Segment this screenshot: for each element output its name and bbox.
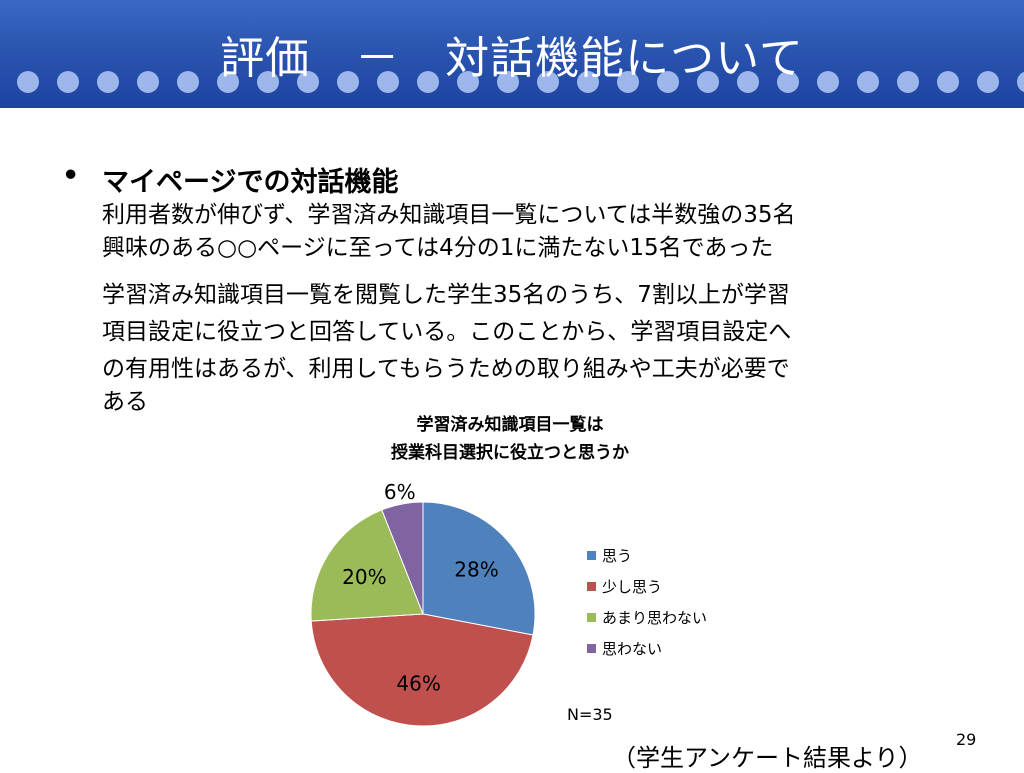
header-dot — [977, 71, 999, 93]
header-dot — [857, 71, 879, 93]
legend-label: 思う — [602, 547, 632, 565]
page-number: 29 — [956, 730, 977, 749]
paragraph-evaluation: 学習済み知識項目一覧を閲覧した学生35名のうち、7割以上が学習 項目設定に役立つ… — [102, 277, 962, 416]
header-dot — [937, 71, 959, 93]
legend-swatch — [587, 551, 596, 560]
text-line: 学習済み知識項目一覧を閲覧した学生35名のうち、7割以上が学習 — [102, 282, 790, 308]
pie-slice — [310, 509, 424, 622]
pie-data-label: 46% — [396, 671, 440, 695]
paragraph-usage: 利用者数が伸びず、学習済み知識項目一覧については半数強の35名 興味のある○○ペ… — [102, 199, 962, 265]
pie-data-label: 20% — [342, 565, 386, 589]
header-dot — [777, 71, 799, 93]
sample-size-note: N=35 — [567, 705, 613, 724]
legend-swatch — [587, 613, 596, 622]
bullet-heading: マイページでの対話機能 — [102, 167, 399, 198]
chart-title-line-2: 授業科目選択に役立つと思うか — [391, 442, 629, 463]
header-dot — [57, 71, 79, 93]
header-dot — [1017, 71, 1024, 93]
pie-data-label: 28% — [454, 558, 498, 582]
header-dot — [457, 71, 479, 93]
header-dot — [577, 71, 599, 93]
slide-content: • マイページでの対話機能 利用者数が伸びず、学習済み知識項目一覧については半数… — [62, 160, 962, 416]
header-dot — [657, 71, 679, 93]
header-dot — [137, 71, 159, 93]
header-dot — [377, 71, 399, 93]
header-dot — [257, 71, 279, 93]
bullet-dot-icon: • — [62, 160, 80, 191]
pie-slice — [381, 501, 424, 615]
slide-header: 評価 － 対話機能について — [0, 0, 1024, 108]
text-line: の有用性はあるが、利用してもらうための取り組みや工夫が必要で — [102, 356, 790, 382]
header-dot — [737, 71, 759, 93]
chart-title-line-1: 学習済み知識項目一覧は — [417, 414, 604, 435]
header-dot — [897, 71, 919, 93]
header-dot — [177, 71, 199, 93]
header-dot-pattern — [17, 71, 1024, 93]
header-dot — [417, 71, 439, 93]
header-dot — [617, 71, 639, 93]
source-note: （学生アンケート結果より） — [612, 744, 923, 772]
pie-data-label: 6% — [384, 480, 416, 504]
legend-swatch — [587, 644, 596, 653]
legend-label: あまり思わない — [602, 609, 707, 627]
header-dot — [217, 71, 239, 93]
header-dot — [337, 71, 359, 93]
bullet-item: • マイページでの対話機能 — [62, 160, 962, 199]
header-dot — [817, 71, 839, 93]
legend-label: 少し思う — [602, 578, 662, 596]
pie-slice — [310, 613, 534, 727]
header-dot — [297, 71, 319, 93]
header-dot — [537, 71, 559, 93]
text-line: 利用者数が伸びず、学習済み知識項目一覧については半数強の35名 — [102, 202, 796, 228]
header-dot — [97, 71, 119, 93]
legend-label: 思わない — [602, 640, 662, 658]
slide-title: 評価 － 対話機能について — [220, 33, 804, 84]
header-dot — [697, 71, 719, 93]
text-line: ある — [102, 389, 148, 415]
text-line: 興味のある○○ページに至っては4分の1に満たない15名であった — [102, 235, 774, 261]
text-line: 項目設定に役立つと回答している。このことから、学習項目設定へ — [102, 319, 792, 345]
legend-swatch — [587, 582, 596, 591]
pie-slice — [422, 501, 536, 636]
header-dot — [497, 71, 519, 93]
header-dot — [17, 71, 39, 93]
